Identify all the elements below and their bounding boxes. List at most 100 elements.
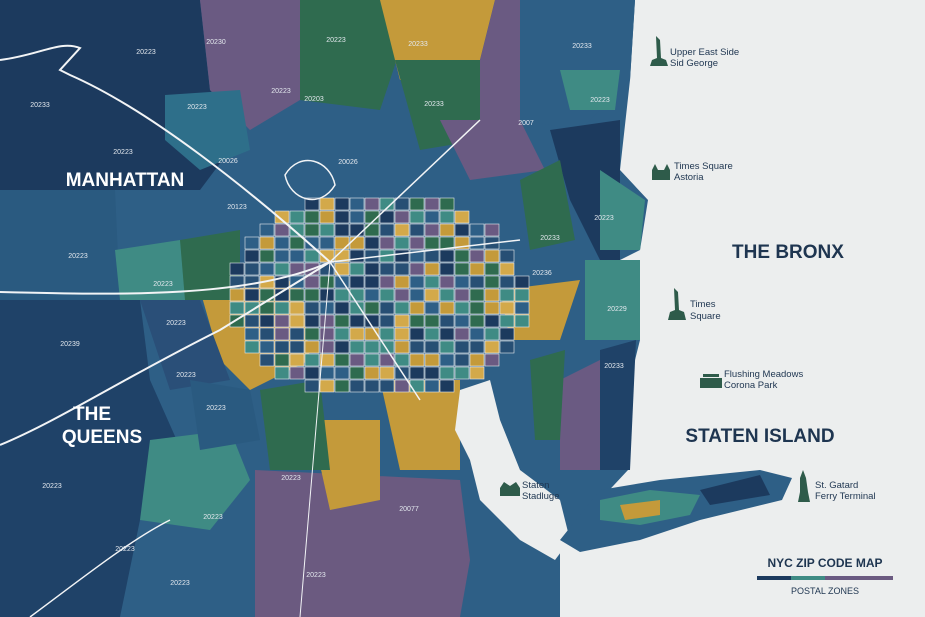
zip-cell (394, 275, 410, 289)
zip-label: 20223 (176, 372, 196, 379)
legend-subtitle: POSTAL ZONES (791, 586, 859, 596)
zip-cell (469, 340, 485, 354)
zip-cell (259, 223, 275, 237)
zip-cell (304, 301, 320, 315)
zip-cell (349, 197, 365, 211)
zip-label: 20239 (60, 341, 80, 348)
zip-cell (289, 301, 305, 315)
zip-cell (304, 223, 320, 237)
zip-cell (484, 301, 500, 315)
landmark-label: Corona Park (724, 380, 778, 391)
zip-cell (439, 314, 455, 328)
zip-cell (439, 249, 455, 263)
zone (380, 380, 460, 470)
zip-cell (349, 327, 365, 341)
zip-cell (229, 301, 245, 315)
zip-cell (349, 340, 365, 354)
zip-cell (244, 275, 260, 289)
zip-cell (499, 288, 515, 302)
zip-cell (304, 340, 320, 354)
road (329, 261, 421, 401)
zip-cell (409, 223, 425, 237)
zip-cell (364, 301, 380, 315)
zip-cell (499, 340, 515, 354)
zone (115, 240, 185, 300)
zip-cell (469, 327, 485, 341)
zip-cell (469, 366, 485, 380)
zip-cell (289, 340, 305, 354)
zip-cell (274, 314, 290, 328)
icon (700, 374, 722, 388)
icon (500, 482, 520, 496)
zip-label: 20223 (170, 580, 190, 587)
zip-cell (304, 379, 320, 393)
zone (585, 260, 640, 340)
zip-cell (349, 314, 365, 328)
zip-cell (484, 340, 500, 354)
zip-cell (409, 327, 425, 341)
zip-cell (424, 223, 440, 237)
zip-cell (409, 366, 425, 380)
road (329, 119, 481, 263)
landmark-icon (500, 36, 810, 502)
zip-cell (469, 249, 485, 263)
zip-cell (364, 366, 380, 380)
zip-label: 20233 (408, 41, 428, 48)
zip-cell (409, 379, 425, 393)
zip-cell (394, 262, 410, 276)
zip-cell (439, 210, 455, 224)
legend-swatch (791, 576, 825, 580)
zip-cell (394, 197, 410, 211)
landmark-label: Sid George (670, 58, 718, 69)
zip-label: 20223 (326, 37, 346, 44)
landmark-label: Staten (522, 480, 549, 491)
zip-cell (454, 210, 470, 224)
zip-cell (379, 314, 395, 328)
island-zone (700, 475, 770, 505)
zip-cell (274, 340, 290, 354)
zip-cell (304, 210, 320, 224)
zip-cell (499, 314, 515, 328)
zip-label: 20223 (115, 546, 135, 553)
zip-cell (424, 379, 440, 393)
zip-cell (229, 288, 245, 302)
zip-cell (319, 197, 335, 211)
zone (165, 90, 250, 170)
zip-label: 20223 (153, 281, 173, 288)
zip-cell (304, 353, 320, 367)
zip-cell (409, 353, 425, 367)
zip-cell (454, 366, 470, 380)
zip-labels: 20230 20223 20233 20223 20233 20233 20223 20223… (30, 37, 627, 587)
zip-label: 20203 (304, 96, 324, 103)
zip-cell (274, 249, 290, 263)
zip-cell (469, 301, 485, 315)
zip-cell (379, 236, 395, 250)
zip-cell (274, 366, 290, 380)
zip-cell (409, 262, 425, 276)
zip-cell (454, 249, 470, 263)
zip-cell (469, 288, 485, 302)
park-outline (284, 159, 336, 201)
landmark-label: St. Gatard (815, 480, 858, 491)
zip-cell (364, 288, 380, 302)
zip-cell (394, 249, 410, 263)
zip-label: 20026 (218, 158, 238, 165)
zone (530, 350, 565, 440)
icon (650, 36, 668, 66)
zip-cell (469, 353, 485, 367)
zip-cell (484, 288, 500, 302)
zip-cell (364, 340, 380, 354)
zip-cell (334, 353, 350, 367)
zip-cell (289, 236, 305, 250)
region-label: STATEN ISLAND (685, 426, 834, 447)
zip-cell (439, 327, 455, 341)
zone (300, 0, 400, 110)
zip-cell (289, 366, 305, 380)
road (0, 261, 331, 295)
zip-cell (274, 210, 290, 224)
zip-label: 20223 (206, 405, 226, 412)
zip-label: 20223 (271, 88, 291, 95)
zone (260, 380, 330, 470)
zip-cell (304, 197, 320, 211)
zip-cell (259, 249, 275, 263)
